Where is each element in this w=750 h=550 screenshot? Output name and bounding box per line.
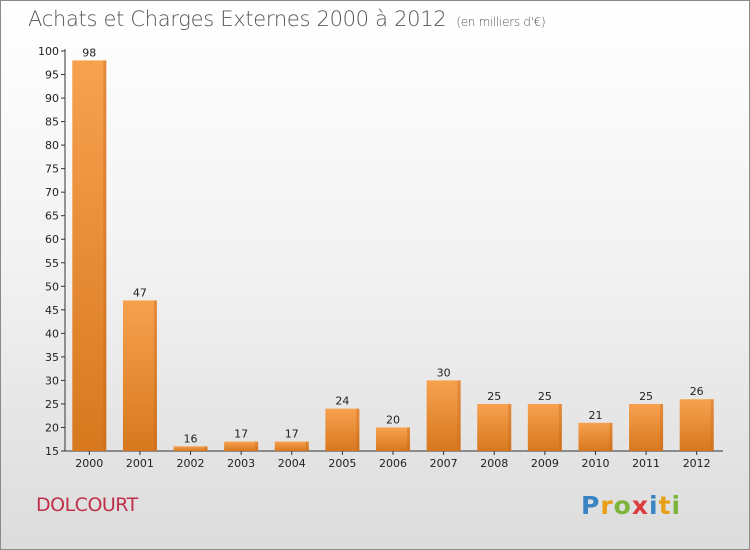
bar xyxy=(527,403,562,451)
x-tick-label: 2004 xyxy=(278,457,306,470)
data-label: 26 xyxy=(690,385,704,398)
bar xyxy=(426,380,461,451)
bar-edge xyxy=(153,300,157,451)
data-label: 47 xyxy=(133,286,147,299)
bar-edge xyxy=(609,422,613,451)
data-label: 20 xyxy=(386,413,400,426)
data-label: 21 xyxy=(588,409,602,422)
logo-letter: x xyxy=(631,491,649,520)
x-tick-label: 2006 xyxy=(379,457,407,470)
bar xyxy=(173,446,208,451)
x-tick-label: 2003 xyxy=(227,457,255,470)
chart-title: Achats et Charges Externes 2000 à 2012 (e… xyxy=(28,7,546,31)
bar-edge xyxy=(558,403,562,451)
x-tick-label: 2002 xyxy=(177,457,205,470)
x-tick-label: 2008 xyxy=(480,457,508,470)
bar-edge xyxy=(204,446,208,451)
bar-edge xyxy=(710,399,714,451)
y-tick-label: 75 xyxy=(45,163,59,176)
y-tick-label: 25 xyxy=(45,398,59,411)
bar xyxy=(72,60,107,451)
bar xyxy=(578,422,613,451)
data-label: 25 xyxy=(639,390,653,403)
x-tick-label: 2007 xyxy=(430,457,458,470)
x-tick-label: 2012 xyxy=(683,457,711,470)
x-tick-label: 2010 xyxy=(581,457,609,470)
y-tick-label: 85 xyxy=(45,116,59,129)
data-label: 17 xyxy=(285,428,299,441)
bar-edge xyxy=(255,441,259,451)
y-tick-label: 15 xyxy=(45,445,59,458)
bar-edge xyxy=(660,403,664,451)
y-tick-label: 80 xyxy=(45,139,59,152)
bar-edge xyxy=(407,427,410,451)
logo-letter: i xyxy=(649,491,659,520)
logo-letter: i xyxy=(671,491,682,520)
data-label: 25 xyxy=(538,390,552,403)
chart-unit: (en milliers d'€) xyxy=(456,15,546,29)
y-tick-label: 95 xyxy=(45,69,59,82)
x-tick-label: 2000 xyxy=(75,457,103,470)
y-tick-label: 50 xyxy=(45,280,59,293)
y-tick-label: 70 xyxy=(45,186,59,199)
x-tick-label: 2001 xyxy=(126,457,154,470)
y-tick-label: 35 xyxy=(45,351,59,364)
logo-letter: t xyxy=(658,491,672,520)
bar xyxy=(274,441,309,451)
data-label: 17 xyxy=(234,428,248,441)
bar-edge xyxy=(305,441,309,451)
bar xyxy=(325,408,360,451)
y-tick-label: 55 xyxy=(45,257,59,270)
data-label: 98 xyxy=(82,46,96,59)
data-label: 25 xyxy=(487,390,501,403)
data-label: 30 xyxy=(437,366,451,379)
x-tick-label: 2005 xyxy=(328,457,356,470)
data-label: 16 xyxy=(184,432,198,445)
y-tick-label: 65 xyxy=(45,210,59,223)
chart-title-text: Achats et Charges Externes 2000 à 2012 xyxy=(28,7,447,31)
y-tick-label: 30 xyxy=(45,374,59,387)
axes: 15 20 25 30 35 40 45 50 55 60 65 70 75 80 85 90 95 100 xyxy=(38,45,723,458)
y-tick-label: 60 xyxy=(45,233,59,246)
labels: 98 2000 47 2001 16 2002 17 2003 17 2004 24 2005 20 20… xyxy=(75,46,710,470)
bar xyxy=(629,403,664,451)
bar-edge xyxy=(356,408,360,451)
proxiti-logo: Proxiti xyxy=(581,491,681,520)
y-tick-label: 40 xyxy=(45,327,59,340)
bar-edge xyxy=(457,380,461,451)
y-tick-label: 45 xyxy=(45,304,59,317)
y-tick-label: 100 xyxy=(38,45,59,58)
data-label: 24 xyxy=(335,395,349,408)
bar xyxy=(122,300,157,451)
logo-letter: o xyxy=(613,491,632,520)
commune-name: DOLCOURT xyxy=(36,494,138,516)
x-tick-label: 2011 xyxy=(632,457,660,470)
logo-letter: P xyxy=(581,491,601,520)
bar xyxy=(477,403,512,451)
x-tick-label: 2009 xyxy=(531,457,559,470)
y-tick-label: 90 xyxy=(45,92,59,105)
bar xyxy=(224,441,259,451)
logo-letter: r xyxy=(600,491,614,520)
bar xyxy=(679,399,714,451)
bar-edge xyxy=(508,403,512,451)
y-tick-label: 20 xyxy=(45,421,59,434)
bars xyxy=(72,60,714,451)
bar xyxy=(376,427,410,451)
bar-edge xyxy=(103,60,107,451)
